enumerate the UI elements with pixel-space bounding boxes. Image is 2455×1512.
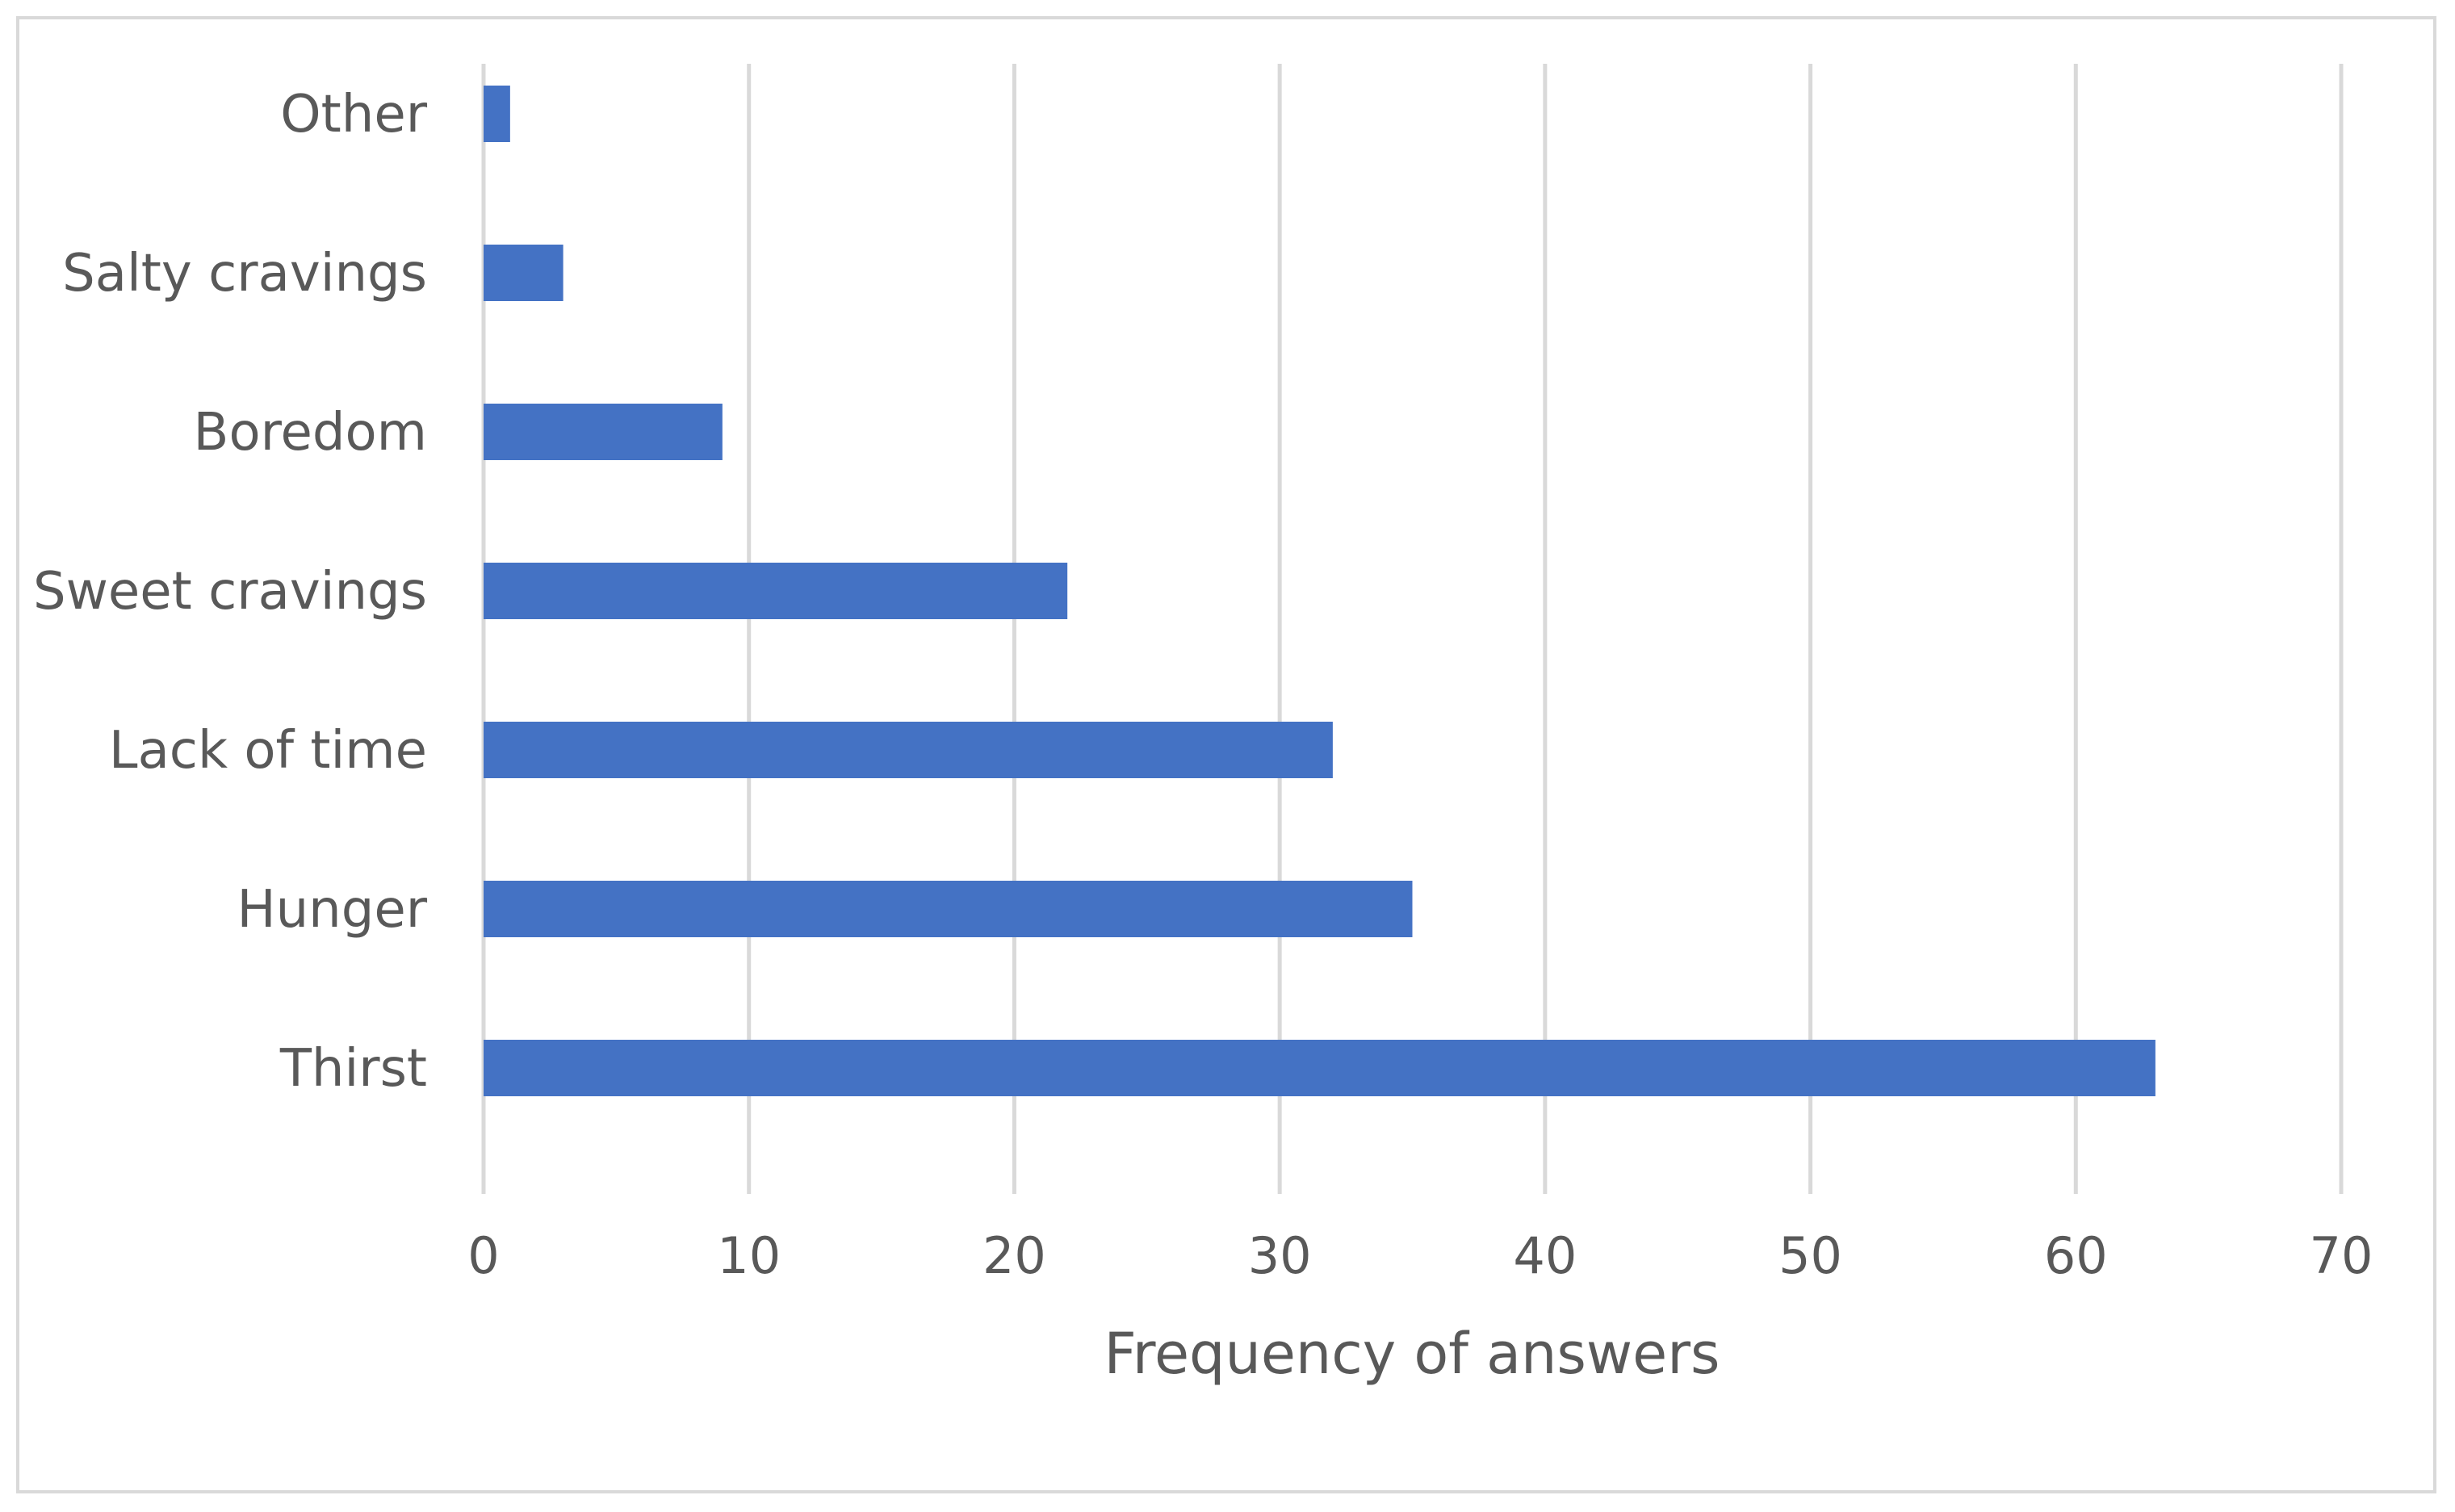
x-axis-title: Frequency of answers (1104, 1321, 1720, 1387)
bar (484, 722, 1333, 778)
y-axis-categories: Other Salty cravings Boredom Sweet cravings… (33, 85, 428, 1099)
x-tick-label: 20 (982, 1226, 1046, 1285)
x-tick-label: 30 (1248, 1226, 1312, 1285)
bars (484, 86, 2155, 1096)
category-label: Lack of time (109, 721, 427, 781)
category-label: Hunger (237, 880, 427, 940)
bar (484, 563, 1068, 619)
bar (484, 404, 723, 460)
bar (484, 881, 1413, 937)
chart-frame: 0 10 20 30 40 50 60 70 Other Salty cravings Bored… (16, 16, 2436, 1493)
category-label: Boredom (194, 403, 427, 463)
category-label: Other (280, 85, 427, 144)
bar (484, 245, 563, 301)
category-label: Sweet cravings (33, 562, 427, 622)
bar-chart: 0 10 20 30 40 50 60 70 Other Salty cravings Bored… (33, 64, 2373, 1387)
x-tick-label: 60 (2044, 1226, 2108, 1285)
category-label: Thirst (279, 1039, 427, 1099)
x-tick-label: 70 (2310, 1226, 2373, 1285)
x-tick-label: 40 (1513, 1226, 1577, 1285)
gridlines (481, 64, 2344, 1194)
x-tick-label: 50 (1778, 1226, 1842, 1285)
x-axis-ticks: 0 10 20 30 40 50 60 70 (467, 1226, 2373, 1285)
x-tick-label: 0 (467, 1226, 499, 1285)
bar (484, 1040, 2155, 1096)
category-label: Salty cravings (62, 244, 427, 304)
x-tick-label: 10 (717, 1226, 781, 1285)
bar (484, 86, 510, 142)
